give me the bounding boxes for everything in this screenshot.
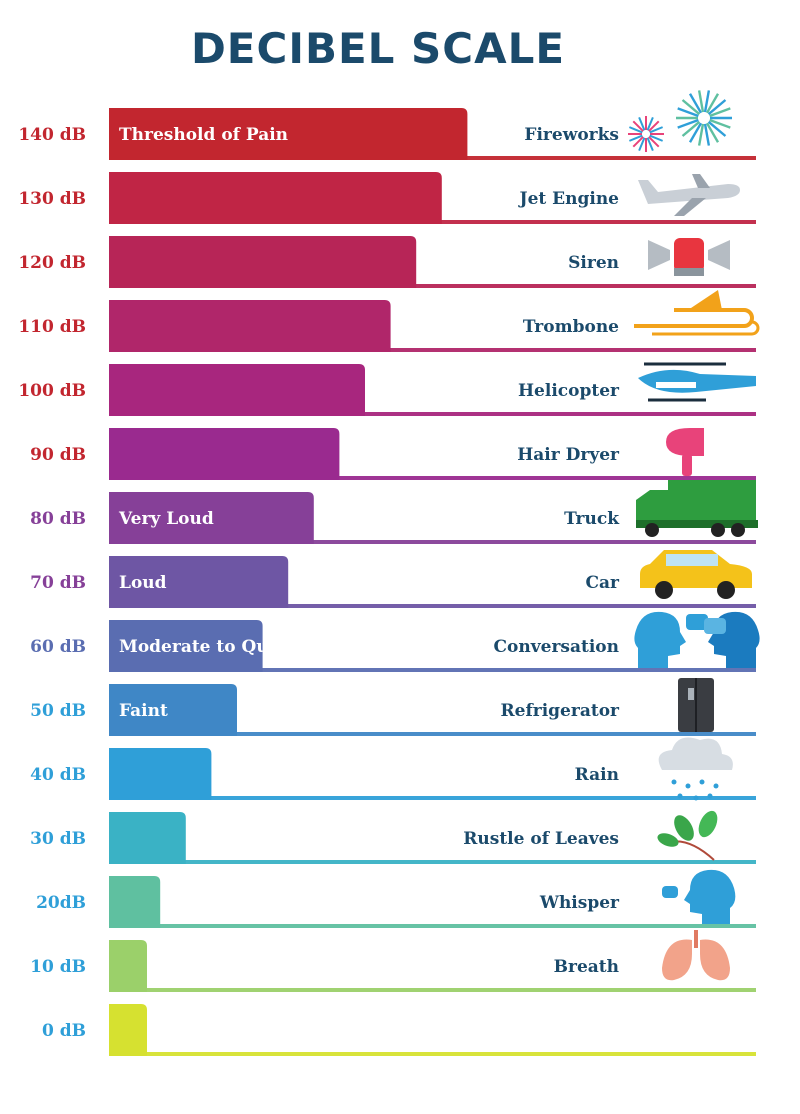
scale-row: 70 dB Loud Car xyxy=(30,550,756,608)
rain-cloud-icon xyxy=(658,737,733,801)
siren-icon xyxy=(648,238,730,276)
row-baseline xyxy=(109,988,756,992)
row-baseline xyxy=(109,668,756,672)
scale-row: 90 dB Hair Dryer xyxy=(30,428,756,480)
refrigerator-icon xyxy=(678,678,714,732)
row-baseline xyxy=(109,540,756,544)
airplane-icon xyxy=(638,174,740,216)
db-tick-label: 60 dB xyxy=(30,637,86,657)
loudness-level-label: Loud xyxy=(119,573,167,593)
row-baseline xyxy=(109,284,756,288)
db-tick-label: 140 dB xyxy=(18,125,86,145)
row-baseline xyxy=(109,796,756,800)
db-tick-label: 120 dB xyxy=(18,253,86,273)
loudness-level-label: Threshold of Pain xyxy=(119,125,288,145)
sound-source-label: Siren xyxy=(568,253,619,273)
scale-row: 20dB Whisper xyxy=(36,869,756,928)
bar xyxy=(109,748,212,800)
row-baseline xyxy=(109,732,756,736)
chart-title: DECIBEL SCALE xyxy=(190,24,566,73)
sound-source-label: Conversation xyxy=(494,637,619,657)
db-tick-label: 90 dB xyxy=(30,445,86,465)
db-tick-label: 30 dB xyxy=(30,829,86,849)
db-tick-label: 110 dB xyxy=(18,317,86,337)
scale-row: 40 dB Rain xyxy=(30,737,756,801)
sound-source-label: Jet Engine xyxy=(518,189,620,209)
bar xyxy=(109,172,442,224)
db-tick-label: 20dB xyxy=(36,893,86,913)
bar xyxy=(109,556,289,608)
chart-rows: 140 dB Threshold of Pain Fireworks 130 dB Je… xyxy=(18,90,760,1056)
sound-source-label: Rain xyxy=(575,765,619,785)
scale-row: 110 dB Trombone xyxy=(18,290,760,352)
bar xyxy=(109,684,237,736)
bar xyxy=(109,620,263,672)
helicopter-icon xyxy=(638,362,756,402)
sound-source-label: Whisper xyxy=(539,893,620,913)
sound-source-label: Fireworks xyxy=(524,125,619,145)
hair-dryer-icon xyxy=(666,428,704,476)
scale-row: 60 dB Moderate to Quiet Conversation xyxy=(30,611,760,672)
db-tick-label: 100 dB xyxy=(18,381,86,401)
db-tick-label: 70 dB xyxy=(30,573,86,593)
sound-source-label: Rustle of Leaves xyxy=(463,829,619,849)
scale-row: 100 dB Helicopter xyxy=(18,362,756,416)
truck-icon xyxy=(636,480,758,537)
row-baseline xyxy=(109,348,756,352)
scale-row: 50 dB Faint Refrigerator xyxy=(30,678,756,736)
bar xyxy=(109,812,186,864)
row-baseline xyxy=(109,604,756,608)
whisper-head-icon xyxy=(662,869,736,924)
row-baseline xyxy=(109,412,756,416)
loudness-level-label: Very Loud xyxy=(118,509,214,529)
scale-row: 80 dB Very Loud Truck xyxy=(30,480,758,544)
db-tick-label: 10 dB xyxy=(30,957,86,977)
scale-row: 140 dB Threshold of Pain Fireworks xyxy=(18,90,756,160)
bar xyxy=(109,428,340,480)
row-baseline xyxy=(109,476,756,480)
sound-source-label: Breath xyxy=(554,957,619,977)
bar xyxy=(109,1004,147,1056)
loudness-level-label: Moderate to Quiet xyxy=(119,637,294,657)
trombone-icon xyxy=(634,290,760,336)
sound-source-label: Trombone xyxy=(523,317,619,337)
sound-source-label: Truck xyxy=(564,509,620,529)
db-tick-label: 130 dB xyxy=(18,189,86,209)
sound-source-label: Car xyxy=(585,573,620,593)
loudness-level-label: Faint xyxy=(119,701,168,721)
bar xyxy=(109,876,161,928)
bar xyxy=(109,492,314,544)
scale-row: 0 dB xyxy=(42,1004,756,1056)
bar xyxy=(109,108,468,160)
sound-source-label: Refrigerator xyxy=(501,701,621,721)
scale-row: 10 dB Breath xyxy=(30,930,756,992)
fireworks-icon xyxy=(628,90,732,152)
db-tick-label: 80 dB xyxy=(30,509,86,529)
row-baseline xyxy=(109,860,756,864)
bar xyxy=(109,940,147,992)
leaves-icon xyxy=(657,810,718,861)
bar xyxy=(109,364,365,416)
db-tick-label: 50 dB xyxy=(30,701,86,721)
bar xyxy=(109,300,391,352)
sound-source-label: Hair Dryer xyxy=(517,445,620,465)
db-tick-label: 0 dB xyxy=(42,1021,86,1041)
scale-row: 30 dB Rustle of Leaves xyxy=(30,810,756,864)
scale-row: 130 dB Jet Engine xyxy=(18,172,756,224)
row-baseline xyxy=(109,924,756,928)
bar xyxy=(109,236,417,288)
conversation-icon xyxy=(634,611,760,668)
row-baseline xyxy=(109,1052,756,1056)
scale-row: 120 dB Siren xyxy=(18,236,756,288)
sound-source-label: Helicopter xyxy=(518,381,620,401)
lungs-icon xyxy=(662,930,730,981)
db-tick-label: 40 dB xyxy=(30,765,86,785)
car-icon xyxy=(640,550,752,599)
